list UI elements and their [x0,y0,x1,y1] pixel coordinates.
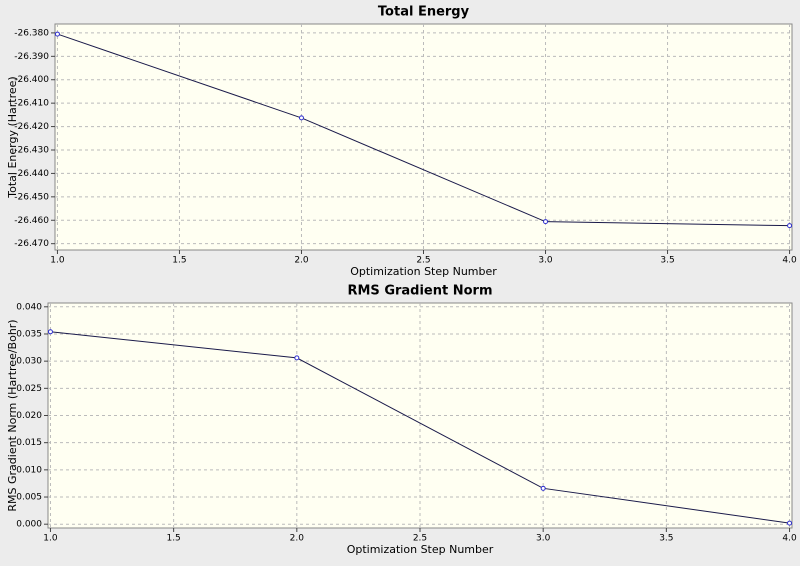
y-tick-label: -26.380 [14,28,49,38]
data-point [540,485,546,491]
y-axis-label: Total Energy (Hartree) [6,76,19,198]
data-point [787,520,793,526]
x-tick-label: 2.0 [294,256,309,266]
x-tick-label: 3.0 [538,256,553,266]
data-line [50,331,790,524]
y-tick-label: -26.440 [14,169,49,179]
data-point [54,31,60,37]
x-tick-label: 4.0 [782,256,797,266]
x-tick-label: 1.5 [172,256,186,266]
y-tick-label: 0.000 [16,520,42,530]
y-tick-label: -26.460 [14,216,49,226]
y-tick-label: 0.005 [16,493,42,503]
x-tick-label: 3.5 [659,534,673,544]
chart-title: Total Energy [378,5,470,20]
x-tick-label: 1.0 [43,534,58,544]
y-tick-label: -26.420 [14,122,49,132]
data-point [298,115,304,121]
y-tick-label: 0.010 [16,465,42,475]
x-tick-label: 1.0 [50,256,65,266]
x-tick-label: 2.5 [416,256,430,266]
y-tick-label: 0.040 [16,302,42,312]
y-tick-label: 0.025 [16,384,42,394]
x-tick-label: 3.5 [660,256,674,266]
y-tick-label: -26.450 [14,192,49,202]
y-axis-label: RMS Gradient Norm (Hartree/Bohr) [6,319,19,511]
y-tick-label: -26.410 [14,99,49,109]
y-tick-label: 0.020 [16,411,42,421]
data-line [57,33,790,227]
data-point [294,355,300,361]
x-tick-label: 1.5 [166,534,180,544]
data-point [543,219,549,225]
y-tick-label: -26.400 [14,75,49,85]
y-tick-label: 0.015 [16,438,42,448]
x-axis-label: Optimization Step Number [347,543,494,556]
chart-title: RMS Gradient Norm [347,284,492,299]
y-tick-label: 0.035 [16,329,42,339]
y-tick-label: 0.030 [16,357,42,367]
x-tick-label: 2.5 [413,534,427,544]
x-tick-label: 4.0 [782,534,797,544]
y-tick-label: -26.430 [14,145,49,155]
y-tick-label: -26.390 [14,52,49,62]
data-point [47,329,53,335]
x-tick-label: 2.0 [290,534,305,544]
x-axis-label: Optimization Step Number [350,265,497,278]
data-point [787,223,793,229]
y-tick-label: -26.470 [14,239,49,249]
x-tick-label: 3.0 [536,534,551,544]
